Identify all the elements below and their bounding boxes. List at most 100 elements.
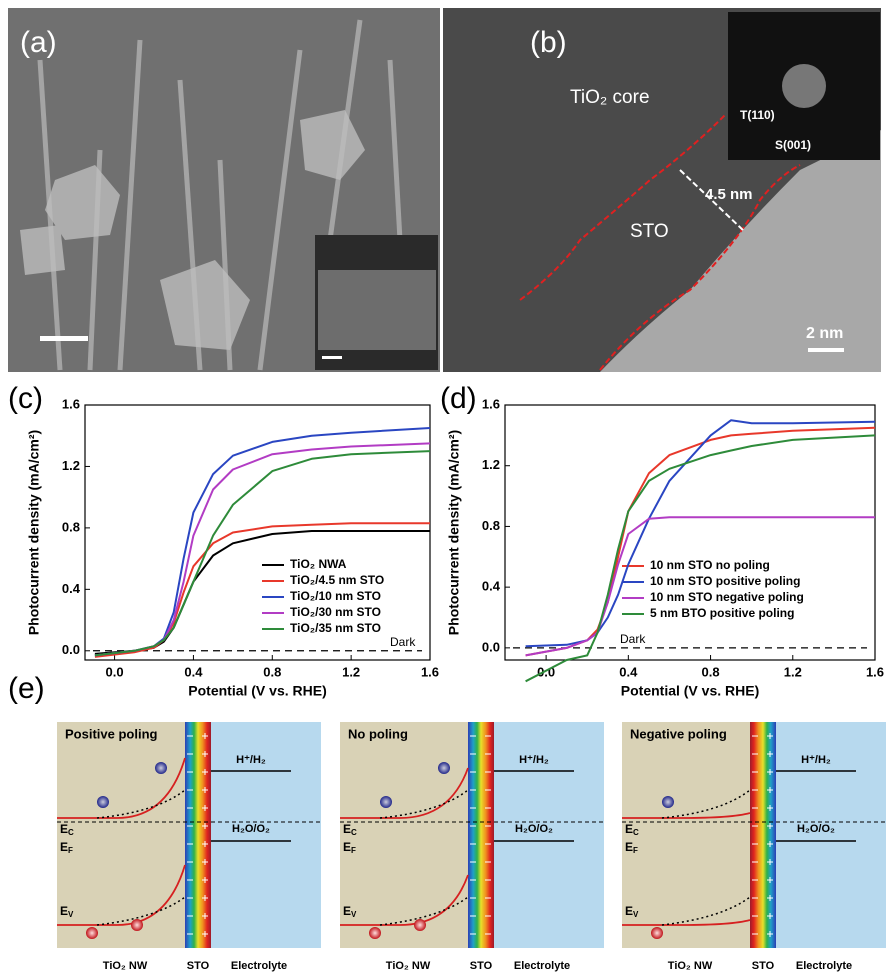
electrolyte: [776, 722, 886, 948]
electron: [155, 762, 167, 774]
level-label: H₂O/O₂: [797, 823, 835, 835]
legend-label: TiO₂/30 nm STO: [290, 605, 381, 619]
semiconductor: [57, 722, 185, 948]
x-tick-label: 1.2: [342, 664, 360, 679]
level-label: H⁺/H₂: [801, 754, 831, 766]
band-label: EV: [625, 904, 639, 919]
subscript: C: [351, 828, 357, 837]
conduction-band-ref: [661, 789, 751, 819]
band-label: EV: [343, 904, 357, 919]
x-axis-label: Potential (V vs. RHE): [188, 683, 326, 699]
band-label: EF: [343, 840, 356, 855]
surface-line: [599, 164, 801, 371]
annotation: 2 nm: [806, 325, 843, 342]
subscript: F: [351, 846, 356, 855]
scale-bar: [322, 356, 342, 359]
subscript: V: [633, 910, 639, 919]
symbol: E: [343, 822, 351, 836]
legend-label: 5 nm BTO positive poling: [650, 606, 794, 620]
hole: [651, 927, 663, 939]
band-label: EC: [343, 822, 357, 837]
subscript: V: [351, 910, 357, 919]
valence-band-ref: [96, 896, 186, 926]
fft-center: [782, 64, 826, 108]
y-tick-label: 1.6: [482, 396, 500, 411]
electrolyte: [211, 722, 321, 948]
semiconductor: [340, 722, 468, 948]
level-label: H⁺/H₂: [236, 754, 266, 766]
valence-band: [340, 874, 469, 926]
region-label: TiO₂ NW: [386, 960, 431, 972]
symbol: E: [60, 840, 68, 854]
sto-layer: [750, 722, 776, 948]
legend-label: 10 nm STO positive poling: [650, 574, 800, 588]
conduction-band-ref: [96, 789, 186, 819]
symbol: E: [343, 840, 351, 854]
electron: [438, 762, 450, 774]
hole: [86, 927, 98, 939]
panel-label: (c): [8, 382, 43, 415]
legend-label: TiO₂/10 nm STO: [290, 589, 381, 603]
conduction-band-ref: [379, 789, 469, 819]
annotation: (b): [530, 26, 567, 59]
valence-band: [57, 864, 186, 926]
hole: [414, 919, 426, 931]
line: [525, 516, 875, 657]
symbol: E: [343, 904, 351, 918]
subscript: C: [633, 828, 639, 837]
region-label: STO: [752, 960, 775, 972]
x-tick-label: 0.4: [184, 664, 203, 679]
diagram-title: No poling: [348, 726, 408, 741]
subscript: F: [633, 846, 638, 855]
line: [94, 522, 430, 658]
annotation: 4.5 nm: [705, 186, 753, 203]
x-axis-label: Potential (V vs. RHE): [621, 683, 759, 699]
vacuum-region: [600, 130, 881, 372]
symbol: E: [625, 822, 633, 836]
scale-bar: [40, 336, 88, 341]
y-tick-label: 0.4: [62, 581, 81, 596]
interface-line: [519, 114, 726, 301]
region-label: TiO₂ NW: [103, 960, 148, 972]
subscript: V: [68, 910, 74, 919]
hole: [369, 927, 381, 939]
y-tick-label: 1.6: [62, 396, 80, 411]
sto-layer: [468, 722, 494, 948]
dark-label: Dark: [620, 632, 646, 646]
annotation: STO: [630, 221, 669, 242]
y-tick-label: 1.2: [482, 457, 500, 472]
diagram-title: Negative poling: [630, 726, 727, 741]
symbol: E: [625, 840, 633, 854]
symbol: E: [60, 904, 68, 918]
x-tick-label: 0.8: [263, 664, 281, 679]
scale-bar: [808, 348, 844, 352]
electrolyte: [494, 722, 604, 948]
valence-band-ref: [661, 896, 751, 926]
y-axis-label: Photocurrent density (mA/cm²): [26, 430, 42, 635]
region-label: TiO₂ NW: [668, 960, 713, 972]
band-label: EF: [60, 840, 73, 855]
y-tick-label: 0.0: [62, 642, 80, 657]
y-tick-label: 1.2: [62, 458, 80, 473]
line: [525, 434, 876, 683]
line: [525, 426, 876, 657]
band-label: EV: [60, 904, 74, 919]
x-tick-label: 0.8: [702, 664, 720, 679]
crystals: [20, 110, 365, 350]
region-label: Electrolyte: [796, 960, 852, 972]
semiconductor: [622, 722, 750, 948]
symbol: E: [625, 904, 633, 918]
conduction-band: [622, 812, 751, 819]
plot-frame: [84, 404, 431, 661]
level-label: H₂O/O₂: [232, 823, 270, 835]
region-label: STO: [470, 960, 493, 972]
legend-label: TiO₂/4.5 nm STO: [290, 573, 384, 587]
annotation: S(001): [775, 138, 811, 152]
panel-label: (d): [440, 382, 477, 415]
dark-label: Dark: [390, 635, 416, 649]
panel-label: (a): [20, 26, 57, 59]
y-tick-label: 0.8: [482, 518, 500, 533]
x-tick-label: 1.6: [421, 664, 439, 679]
region-label: Electrolyte: [514, 960, 570, 972]
